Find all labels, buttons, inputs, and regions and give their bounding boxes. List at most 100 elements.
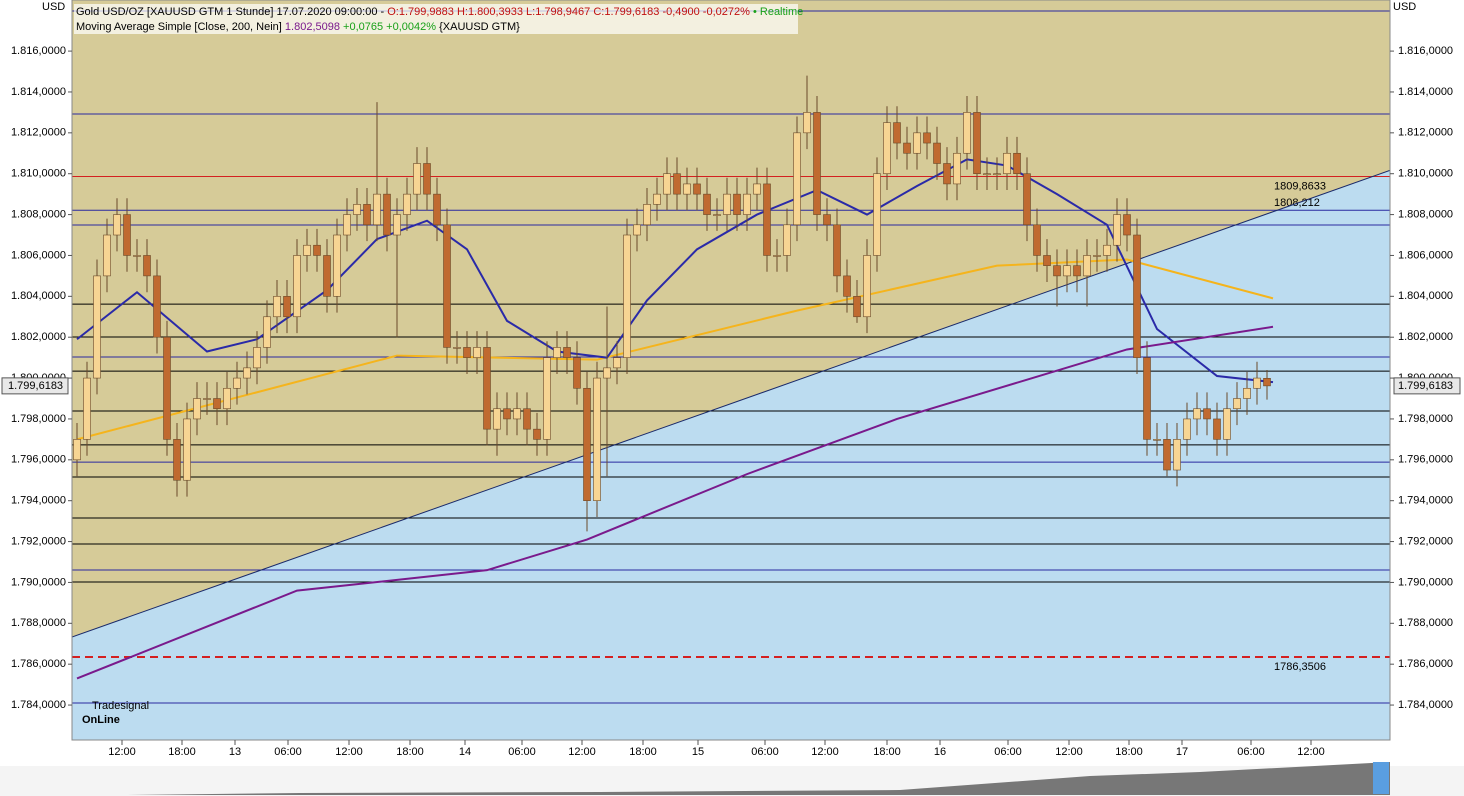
candle-body xyxy=(473,347,481,358)
y-tick-label: 1.806,0000 xyxy=(11,249,66,261)
legend-symbol: Gold USD/OZ [XAUUSD GTM 1 Stunde] 17.07.… xyxy=(76,6,384,18)
currency-left: USD xyxy=(42,1,65,13)
candle-body xyxy=(403,193,411,215)
candle-body xyxy=(153,275,161,338)
plot-frame xyxy=(71,0,1391,741)
candle-body xyxy=(123,214,131,256)
candle-body xyxy=(763,183,771,256)
x-tick-label: 12:00 xyxy=(108,746,136,758)
y-tick-label: 1.794,0000 xyxy=(1398,495,1453,507)
y-tick-label: 1.798,0000 xyxy=(1398,413,1453,425)
candle-body xyxy=(373,193,381,226)
candle-body xyxy=(203,398,211,400)
y-tick-label: 1.812,0000 xyxy=(11,127,66,139)
candle-body xyxy=(563,347,571,358)
candle-body xyxy=(923,132,931,144)
candle-body xyxy=(393,214,401,236)
candle-body xyxy=(523,408,531,430)
candle-body xyxy=(283,296,291,318)
y-tick-label: 1.802,0000 xyxy=(11,331,66,343)
candle-body xyxy=(883,122,891,175)
legend-ohlc: O:1.799,9883 H:1.800,3933 L:1.798,9467 C… xyxy=(387,6,750,18)
price-tag xyxy=(1,377,69,395)
candle-body xyxy=(793,132,801,226)
candle-body xyxy=(323,255,331,297)
y-tick-label: 1.816,0000 xyxy=(1398,45,1453,57)
candle-body xyxy=(143,255,151,277)
candle-body xyxy=(333,234,341,297)
price-tag xyxy=(1393,377,1461,395)
x-tick-label: 18:00 xyxy=(873,746,901,758)
candle-body xyxy=(663,173,671,195)
candle-body xyxy=(1173,439,1181,471)
candle-body xyxy=(803,112,811,134)
candle-body xyxy=(1133,234,1141,358)
y-tick-label: 1.804,0000 xyxy=(1398,290,1453,302)
legend-line1: Gold USD/OZ [XAUUSD GTM 1 Stunde] 17.07.… xyxy=(76,6,803,18)
candle-body xyxy=(783,224,791,256)
candle-body xyxy=(1023,173,1031,226)
candle-body xyxy=(1083,255,1091,277)
candle-body xyxy=(1003,152,1011,175)
navigator-shape xyxy=(125,762,1390,795)
candle-body xyxy=(93,275,101,379)
candle-body xyxy=(893,122,901,144)
y-tick-label: 1.788,0000 xyxy=(11,617,66,629)
candle-body xyxy=(423,163,431,195)
candle-body xyxy=(843,275,851,297)
candle-body xyxy=(593,377,601,501)
moving-average xyxy=(76,325,1274,680)
x-tick-label: 13 xyxy=(229,746,241,758)
candle-body xyxy=(343,214,351,236)
y-tick-label: 1.786,0000 xyxy=(1398,658,1453,670)
candle-body xyxy=(583,387,591,501)
moving-average xyxy=(76,258,1274,441)
candle-body xyxy=(603,367,611,379)
y-tick-label: 1.808,0000 xyxy=(1398,208,1453,220)
x-tick-label: 06:00 xyxy=(994,746,1022,758)
level-label: 1809,8633 xyxy=(1274,180,1326,192)
candle-body xyxy=(623,234,631,358)
candle-body xyxy=(193,398,201,420)
x-tick-label: 12:00 xyxy=(811,746,839,758)
price-tag-label: 1.799,6183 xyxy=(8,380,63,392)
candle-body xyxy=(873,173,881,256)
y-tick-label: 1.790,0000 xyxy=(1398,576,1453,588)
candle-body xyxy=(223,387,231,410)
candle-body xyxy=(553,347,561,358)
candle-body xyxy=(1243,387,1251,399)
x-tick-label: 12:00 xyxy=(1297,746,1325,758)
candle-body xyxy=(263,316,271,348)
y-tick-label: 1.810,0000 xyxy=(1398,168,1453,180)
y-tick-label: 1.794,0000 xyxy=(11,495,66,507)
candle-body xyxy=(863,255,871,318)
candle-body xyxy=(823,214,831,226)
y-tick-label: 1.810,0000 xyxy=(11,168,66,180)
level-label: 1786,3506 xyxy=(1274,661,1326,673)
candle-body xyxy=(383,193,391,236)
candle-body xyxy=(643,204,651,226)
y-tick-label: 1.802,0000 xyxy=(1398,331,1453,343)
candle-body xyxy=(313,244,321,256)
candle-body xyxy=(413,163,421,195)
candle-body xyxy=(953,152,961,185)
candle-body xyxy=(1123,214,1131,236)
candle-body xyxy=(973,112,981,175)
candle-body xyxy=(303,244,311,256)
y-tick-label: 1.798,0000 xyxy=(11,413,66,425)
y-tick-label: 1.814,0000 xyxy=(11,86,66,98)
candle-body xyxy=(753,183,761,195)
candle-body xyxy=(723,193,731,215)
x-tick-label: 06:00 xyxy=(508,746,536,758)
candle-body xyxy=(353,204,361,215)
candle-body xyxy=(833,224,841,277)
y-tick-label: 1.796,0000 xyxy=(11,454,66,466)
y-tick-label: 1.792,0000 xyxy=(1398,535,1453,547)
candle-body xyxy=(963,112,971,154)
y-tick-label: 1.804,0000 xyxy=(11,290,66,302)
candle-body xyxy=(1183,418,1191,440)
candle-body xyxy=(483,347,491,430)
x-tick-label: 06:00 xyxy=(274,746,302,758)
moving-average xyxy=(76,158,1274,384)
